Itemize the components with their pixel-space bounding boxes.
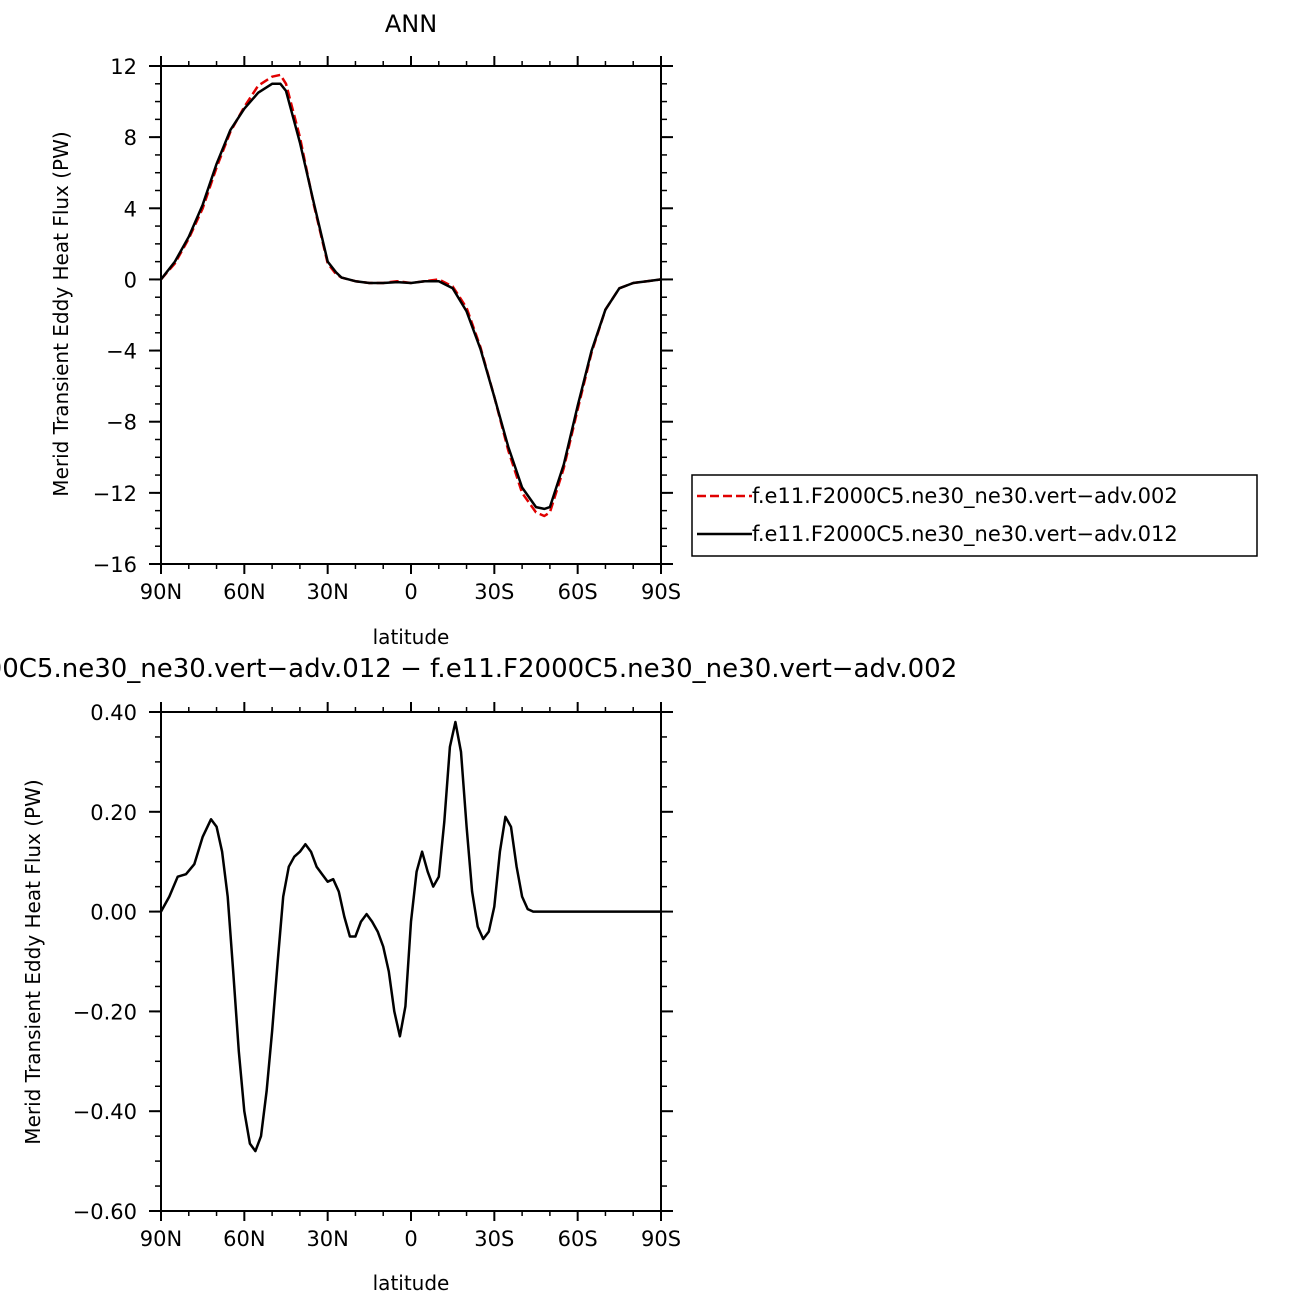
bottom-y-tick-label: 0.00 [90, 901, 137, 925]
bottom-y-tick-label: −0.40 [73, 1100, 137, 1124]
bottom-y-axis-label: Merid Transient Eddy Heat Flux (PW) [21, 779, 45, 1144]
top-x-tick-label: 30S [474, 580, 514, 604]
bottom-y-tick-label: −0.60 [73, 1200, 137, 1224]
bottom-plot-frame [160, 711, 662, 1212]
bottom-y-tick-label: 0.40 [90, 701, 137, 725]
legend-box [691, 474, 1258, 557]
top-y-tick-label: 8 [124, 126, 137, 150]
bottom-y-tick-label: −0.20 [73, 1000, 137, 1024]
bottom-x-tick-label: 60N [223, 1227, 265, 1251]
top-y-tick-label: −4 [106, 340, 137, 364]
bottom-ticks: 90N 60N 30N 0 30S 60S 90S 0.40 0.20 0.00 −0.20 −0.4… [73, 701, 681, 1251]
top-x-tick-label: 30N [306, 580, 348, 604]
top-x-tick-label: 0 [404, 580, 417, 604]
top-x-axis-label: latitude [373, 625, 450, 649]
bottom-x-tick-label: 0 [404, 1227, 417, 1251]
legend: f.e11.F2000C5.ne30_ne30.vert−adv.002 f.e… [691, 474, 1258, 557]
bottom-x-tick-label: 90N [140, 1227, 182, 1251]
bottom-panel: f.e11.F2000C5.ne30_ne30.vert−adv.012 − f… [0, 654, 957, 1295]
bottom-x-tick-label: 30S [474, 1227, 514, 1251]
bottom-x-tick-label: 90S [641, 1227, 681, 1251]
top-series-line-1 [160, 82, 662, 511]
top-y-tick-label: 12 [110, 55, 137, 79]
bottom-x-tick-label: 60S [558, 1227, 598, 1251]
top-plot-frame [160, 65, 662, 565]
bottom-x-axis-label: latitude [373, 1271, 450, 1295]
top-x-tick-label: 90N [140, 580, 182, 604]
top-x-tick-label: 60S [558, 580, 598, 604]
top-x-tick-label: 90S [641, 580, 681, 604]
top-y-axis-label: Merid Transient Eddy Heat Flux (PW) [49, 131, 73, 496]
bottom-chart-title: f.e11.F2000C5.ne30_ne30.vert−adv.012 − f… [0, 654, 957, 684]
top-ticks: 90N 60N 30N 0 30S 60S 90S 12 8 4 0 −4 −8 −12 −16 [93, 55, 681, 604]
legend-label-012: f.e11.F2000C5.ne30_ne30.vert−adv.012 [752, 522, 1178, 547]
top-panel: ANN Merid Transient Eddy Heat Flux (PW) … [49, 10, 681, 649]
bottom-x-tick-label: 30N [306, 1227, 348, 1251]
top-series-group [160, 73, 662, 518]
top-y-tick-label: 0 [124, 268, 137, 292]
top-x-tick-label: 60N [223, 580, 265, 604]
top-y-tick-label: −12 [93, 482, 137, 506]
top-series-line-0 [160, 73, 662, 518]
top-y-tick-label: −16 [93, 553, 137, 577]
bottom-series-group [159, 720, 661, 1153]
top-y-tick-label: −8 [106, 411, 137, 435]
bottom-y-tick-label: 0.20 [90, 801, 137, 825]
legend-label-002: f.e11.F2000C5.ne30_ne30.vert−adv.002 [752, 484, 1178, 509]
top-chart-title: ANN [385, 10, 437, 38]
top-y-tick-label: 4 [124, 197, 137, 221]
bottom-series-line-0 [159, 720, 661, 1153]
